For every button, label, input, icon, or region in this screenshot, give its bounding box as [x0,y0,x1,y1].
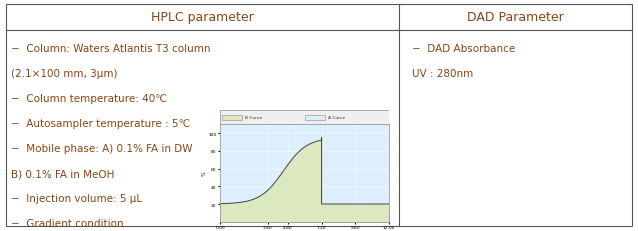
Text: −  DAD Absorbance: − DAD Absorbance [412,44,515,54]
Text: HPLC parameter: HPLC parameter [151,11,254,24]
Text: DAD Parameter: DAD Parameter [467,11,563,24]
Text: −  Column: Waters Atlantis T3 column: − Column: Waters Atlantis T3 column [11,44,211,54]
Text: −  Autosampler temperature : 5℃: − Autosampler temperature : 5℃ [11,119,191,129]
Bar [222,116,242,120]
Text: −  Injection volume: 5 μL: − Injection volume: 5 μL [11,194,143,204]
Text: −  Gradient condition: − Gradient condition [11,219,124,228]
Text: B Curve: B Curve [246,116,263,120]
Text: B) 0.1% FA in MeOH: B) 0.1% FA in MeOH [11,169,115,179]
Text: (2.1×100 mm, 3μm): (2.1×100 mm, 3μm) [11,69,118,79]
Bar [305,116,325,120]
Text: −  Mobile phase: A) 0.1% FA in DW: − Mobile phase: A) 0.1% FA in DW [11,144,193,154]
Y-axis label: %: % [202,171,207,176]
Text: UV : 280nm: UV : 280nm [412,69,473,79]
Text: −  Column temperature: 40℃: − Column temperature: 40℃ [11,94,167,104]
Text: A Curve: A Curve [329,116,346,120]
